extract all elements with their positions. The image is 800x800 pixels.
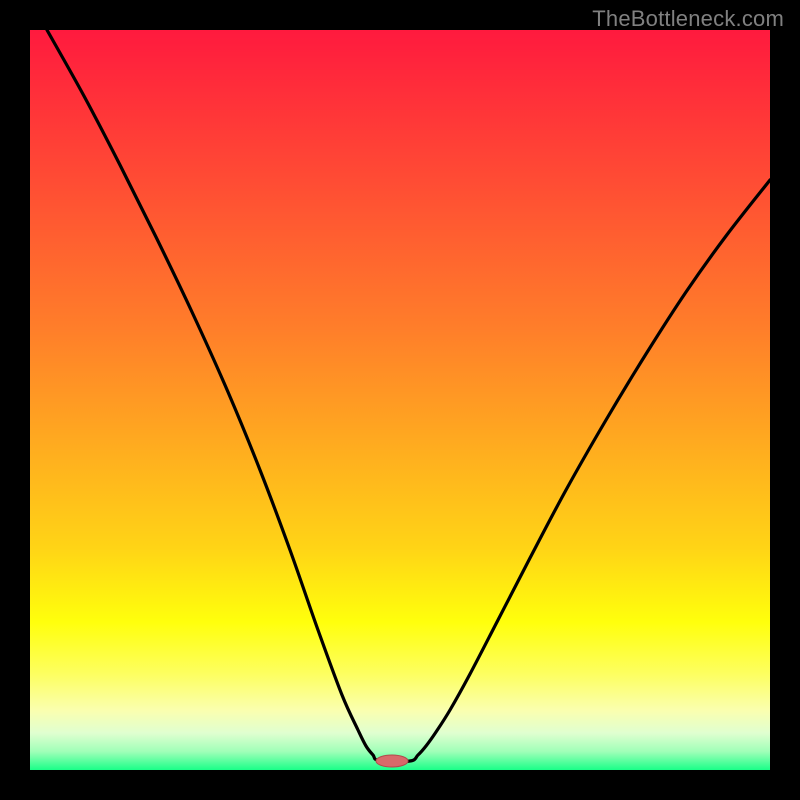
chart-background — [30, 30, 770, 770]
minimum-marker — [376, 755, 408, 767]
watermark-text: TheBottleneck.com — [592, 6, 784, 32]
bottleneck-chart — [30, 30, 770, 770]
